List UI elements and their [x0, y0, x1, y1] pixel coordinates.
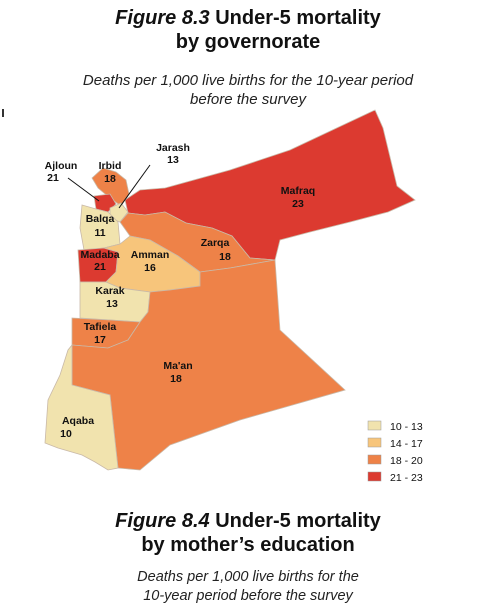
governorate-maan: [71, 259, 346, 471]
label-amman-name: Amman: [131, 249, 170, 261]
legend-label-18-20: 18 - 20: [390, 455, 423, 467]
figure-8-3-number: Figure 8.3: [115, 7, 210, 29]
label-aqaba-value: 10: [60, 428, 72, 440]
stray-mark: [2, 109, 4, 117]
legend-swatch-18-20: [367, 454, 382, 465]
governorate-aqaba: [44, 343, 119, 471]
label-irbid-value: 18: [104, 173, 116, 185]
label-tafiela-value: 17: [94, 334, 106, 346]
figure-8-4-subtitle-line1: Deaths per 1,000 live births for the: [137, 569, 359, 585]
label-ajloun-name: Ajloun: [45, 160, 78, 172]
governorate-map: Ajloun 21 Irbid 18 Jarash 13 Mafraq 23 B…: [44, 109, 423, 484]
jarash-leader-line: [118, 164, 151, 209]
legend-label-14-17: 14 - 17: [390, 438, 423, 450]
label-madaba-name: Madaba: [80, 249, 119, 261]
label-karak-name: Karak: [95, 285, 124, 297]
label-aqaba-name: Aqaba: [62, 415, 94, 427]
label-jarash-value: 13: [167, 154, 179, 166]
label-zarqa-name: Zarqa: [201, 237, 230, 249]
label-ajloun-value: 21: [47, 172, 59, 184]
figure-8-4-subtitle-line2: 10-year period before the survey: [143, 588, 353, 604]
figure-8-4-number: Figure 8.4: [115, 510, 210, 532]
figure-8-4-title-part1: Under-5 mortality: [215, 510, 381, 532]
figure-8-4-title-part2: by mother’s education: [141, 534, 355, 556]
label-tafiela-name: Tafiela: [84, 321, 117, 333]
figure-8-4-title: Figure 8.4 Under-5 mortality by mother’s…: [0, 509, 496, 557]
figure-8-3-title-part2: by governorate: [175, 31, 321, 53]
label-mafraq-name: Mafraq: [281, 185, 315, 197]
figure-8-3-subtitle-line1: Deaths per 1,000 live births for the 10-…: [82, 72, 414, 89]
label-maan-name: Ma'an: [163, 360, 192, 372]
label-irbid-name: Irbid: [99, 160, 122, 172]
figure-8-3-subtitle-line2: before the survey: [190, 91, 306, 108]
figure-8-3-title-part1: Under-5 mortality: [215, 7, 381, 29]
figure-8-4-subtitle: Deaths per 1,000 live births for the 10-…: [0, 568, 496, 606]
ajloun-leader-line: [67, 177, 100, 202]
label-balqa-name: Balqa: [86, 213, 115, 225]
legend-label-10-13: 10 - 13: [390, 421, 423, 433]
legend-swatch-10-13: [367, 420, 382, 431]
label-jarash-name: Jarash: [156, 142, 190, 154]
figure-8-3-subtitle: Deaths per 1,000 live births for the 10-…: [0, 71, 496, 109]
figure-8-3-title: Figure 8.3 Under-5 mortality by governor…: [0, 6, 496, 54]
map-legend: 10 - 13 14 - 17 18 - 20 21 - 23: [367, 420, 423, 484]
label-karak-value: 13: [106, 298, 118, 310]
label-maan-value: 18: [170, 373, 182, 385]
legend-label-21-23: 21 - 23: [390, 472, 423, 484]
label-zarqa-value: 18: [219, 251, 231, 263]
label-madaba-value: 21: [94, 261, 106, 273]
legend-swatch-21-23: [367, 471, 382, 482]
label-amman-value: 16: [144, 262, 156, 274]
label-mafraq-value: 23: [292, 198, 304, 210]
legend-swatch-14-17: [367, 437, 382, 448]
label-balqa-value: 11: [94, 227, 105, 239]
